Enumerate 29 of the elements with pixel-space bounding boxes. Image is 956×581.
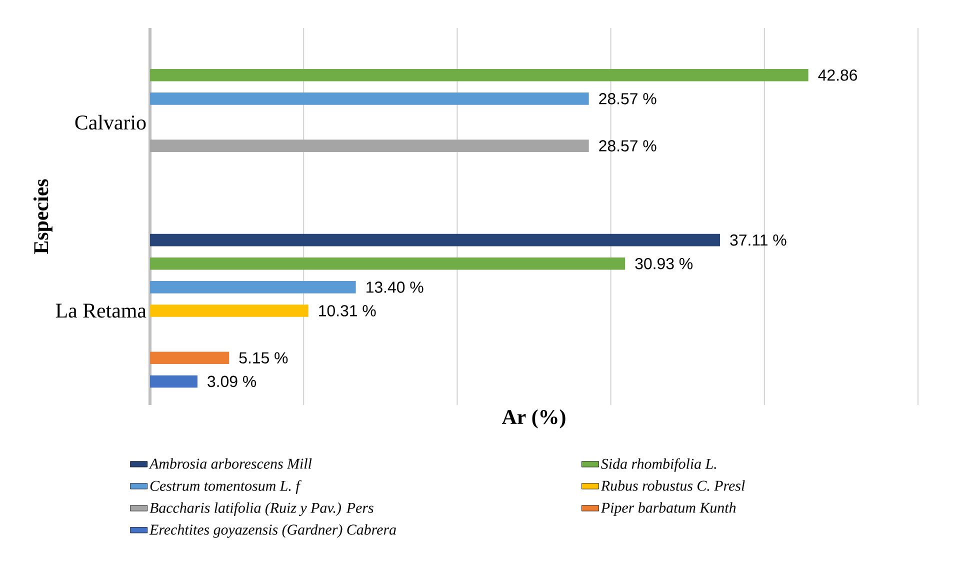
bar bbox=[150, 281, 356, 294]
data-label: 42.86 bbox=[818, 69, 858, 81]
bar bbox=[150, 234, 720, 246]
y-axis-title: Especies bbox=[33, 179, 52, 254]
legend-label: Piper barbatum Kunth bbox=[600, 502, 736, 516]
y-tick-label: La Retama bbox=[56, 304, 146, 318]
data-label: 28.57 % bbox=[599, 93, 656, 104]
bar bbox=[150, 304, 308, 317]
bar bbox=[150, 257, 626, 270]
bar bbox=[150, 352, 230, 364]
bar bbox=[150, 68, 808, 82]
data-label: 13.40 % bbox=[366, 282, 424, 293]
bar bbox=[150, 375, 198, 388]
legend-label: Baccharis latifolia (Ruiz y Pav.) Pers bbox=[150, 502, 374, 516]
legend-label: Erechtites goyazensis (Gardner) Cabrera bbox=[149, 524, 396, 538]
x-axis-title: Ar (%) bbox=[502, 409, 566, 428]
data-label: 30.93 % bbox=[635, 258, 693, 270]
legend-label: Cestrum tomentosum L. f bbox=[150, 480, 302, 494]
y-tick-label: Calvario bbox=[75, 114, 146, 130]
data-label: 10.31 % bbox=[319, 305, 376, 316]
legend-label: Sida rhombifolia L. bbox=[601, 458, 716, 472]
bar bbox=[150, 92, 589, 105]
data-label: 3.09 % bbox=[208, 376, 256, 388]
data-label: 5.15 % bbox=[239, 352, 288, 364]
legend-label: Rubus robustus C. Presl bbox=[600, 480, 745, 491]
data-label: 37.11 % bbox=[730, 234, 786, 246]
bar bbox=[150, 140, 589, 152]
data-label: 28.57 % bbox=[599, 140, 656, 152]
legend-label: Ambrosia arborescens Mill bbox=[148, 458, 312, 469]
